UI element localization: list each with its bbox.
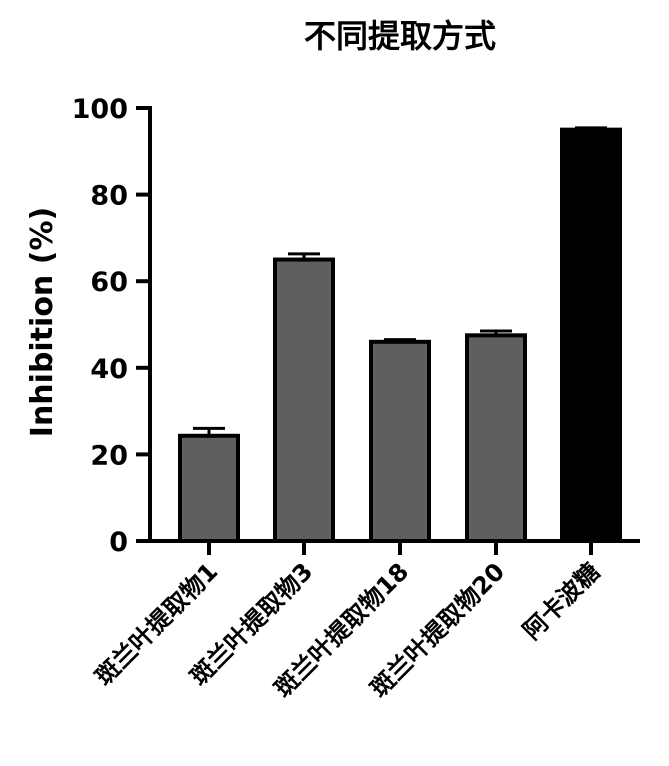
bar: [371, 342, 429, 541]
axes-layer: 020406080100斑兰叶提取物1斑兰叶提取物3斑兰叶提取物18斑兰叶提取物…: [72, 94, 640, 703]
y-tick-label: 80: [90, 181, 128, 212]
y-tick-label: 100: [72, 94, 128, 125]
x-tick-label: 阿卡波糖: [518, 557, 606, 645]
bar: [180, 436, 238, 541]
y-axis-label: Inhibition (%): [25, 207, 60, 437]
y-tick-label: 40: [90, 354, 128, 385]
bar: [467, 335, 525, 541]
chart-title: 不同提取方式: [304, 17, 496, 55]
bar: [562, 130, 620, 541]
y-tick-label: 0: [109, 527, 128, 558]
y-tick-label: 60: [90, 267, 128, 298]
bars-layer: [180, 128, 620, 541]
bar: [275, 260, 333, 541]
y-tick-label: 20: [90, 440, 128, 471]
